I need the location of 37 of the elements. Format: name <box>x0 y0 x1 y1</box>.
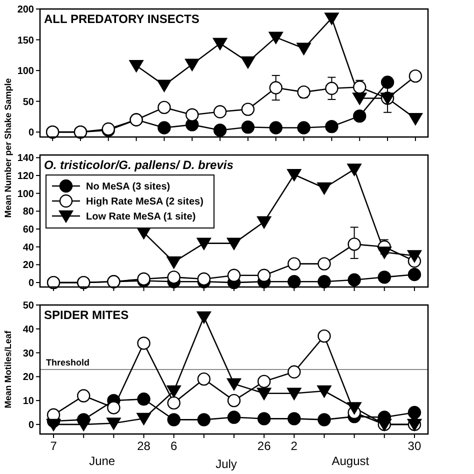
y-tick-label: 140 <box>17 153 34 164</box>
y-tick-label: 50 <box>22 96 34 108</box>
y-tick-label: 40 <box>22 242 34 254</box>
y-tick-label: 120 <box>17 171 34 182</box>
y-tick-label: 50 <box>22 300 34 312</box>
legend-label: Low Rate MeSA (1 site) <box>86 212 196 222</box>
y-tick-label: 40 <box>22 324 34 336</box>
text: July <box>216 457 237 471</box>
x-tick-label: 7 <box>50 439 58 453</box>
x-tick-label: 2 <box>290 439 298 453</box>
x-tick-label: 28 <box>137 439 151 453</box>
chart-title: ALL PREDATORY INSECTS <box>44 12 200 26</box>
chart-title: SPIDER MITES <box>44 308 129 322</box>
y-tick-label: 20 <box>22 260 34 272</box>
y-tick-label: 30 <box>22 348 34 360</box>
x-tick-label: 30 <box>408 439 422 453</box>
ref-line-label: Threshold <box>46 358 90 368</box>
y-tick-label: 150 <box>17 35 34 46</box>
text: June <box>89 454 116 468</box>
y-tick-label: 100 <box>17 66 34 78</box>
y-tick-label: 10 <box>22 396 34 408</box>
y-tick-label: 80 <box>22 206 34 218</box>
y-tick-label: 60 <box>22 224 34 236</box>
x-tick-label: 26 <box>257 439 272 453</box>
y-tick-label: 0 <box>28 128 34 139</box>
legend-label: High Rate MeSA (2 sites) <box>86 196 204 208</box>
y-tick-label: 100 <box>17 188 34 200</box>
legend-label: No MeSA (3 sites) <box>86 182 170 192</box>
y-tick-label: 0 <box>28 278 34 290</box>
x-tick-label: 6 <box>170 439 178 453</box>
text: August <box>332 454 370 468</box>
chart-title: O. tristicolor/G. pallens/ D. brevis <box>44 158 234 172</box>
y-axis-title: Mean Number per Shake Sample <box>3 78 13 218</box>
y-tick-label: 200 <box>17 4 34 16</box>
y-tick-label: 20 <box>22 372 34 384</box>
y-axis-title: Mean Motiles/Leaf <box>3 330 13 408</box>
y-tick-label: 0 <box>28 420 34 431</box>
